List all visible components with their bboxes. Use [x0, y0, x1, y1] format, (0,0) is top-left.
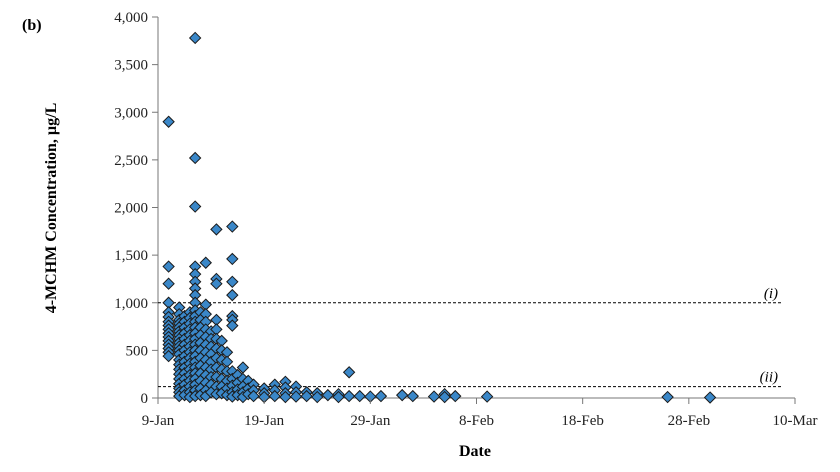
- reference-lines: (i) (ii): [158, 286, 783, 388]
- x-tick-label: 19-Jan: [244, 413, 284, 429]
- y-axis-ticks: 0 500 1,000 1,500 2,000 2,500 3,000 3,500 4,000: [114, 10, 158, 407]
- data-markers: [162, 31, 717, 404]
- data-point: [342, 389, 356, 403]
- data-point: [226, 220, 239, 233]
- data-point: [449, 389, 462, 403]
- x-tick-label: 8-Feb: [459, 413, 494, 429]
- data-point: [162, 349, 175, 363]
- data-point: [406, 389, 420, 403]
- x-axis-ticks: 9-Jan 19-Jan 29-Jan 8-Feb 18-Feb 28-Feb 10-Mar: [142, 398, 818, 429]
- data-point: [395, 388, 409, 402]
- data-point: [210, 277, 223, 290]
- data-point: [226, 252, 239, 266]
- data-point: [247, 389, 260, 403]
- data-point: [342, 366, 356, 379]
- data-point: [289, 390, 303, 403]
- reference-line-label-2: (ii): [760, 370, 778, 386]
- panel-label: (b): [22, 17, 42, 34]
- data-point: [226, 319, 239, 332]
- data-point: [279, 390, 292, 404]
- y-axis-title: 4-MCHM Concentration, µg/L: [43, 103, 60, 314]
- y-tick-label: 3,500: [114, 58, 148, 74]
- x-axis-title: Date: [459, 443, 491, 460]
- data-point: [438, 390, 451, 404]
- data-point: [427, 390, 441, 403]
- y-tick-label: 0: [141, 391, 149, 407]
- data-point: [188, 200, 202, 213]
- y-tick-label: 2,000: [114, 201, 148, 217]
- data-point: [332, 390, 345, 404]
- x-tick-label: 10-Mar: [773, 413, 818, 429]
- data-point: [226, 275, 239, 289]
- x-tick-label: 9-Jan: [142, 413, 175, 429]
- data-point: [661, 390, 674, 404]
- data-point: [480, 390, 494, 403]
- data-point: [199, 256, 212, 269]
- x-tick-label: 28-Feb: [668, 413, 711, 429]
- x-tick-label: 29-Jan: [350, 413, 390, 429]
- data-point: [162, 115, 175, 128]
- data-point: [162, 277, 175, 290]
- data-point: [321, 388, 335, 402]
- data-point: [703, 391, 717, 404]
- y-tick-label: 4,000: [114, 10, 148, 26]
- data-point: [188, 31, 202, 45]
- data-point: [311, 390, 324, 404]
- y-tick-label: 1,000: [114, 296, 148, 312]
- data-point: [268, 389, 281, 403]
- y-tick-label: 3,000: [114, 105, 148, 121]
- y-tick-label: 1,500: [114, 248, 148, 264]
- data-point: [226, 288, 239, 302]
- data-point: [210, 223, 223, 236]
- x-tick-label: 18-Feb: [561, 413, 604, 429]
- plot-area: [157, 17, 795, 399]
- data-point: [374, 389, 388, 403]
- data-point: [300, 389, 313, 403]
- y-tick-label: 2,500: [114, 153, 148, 169]
- reference-line-label-1: (i): [764, 286, 778, 302]
- data-point: [353, 389, 366, 403]
- data-point: [188, 151, 202, 165]
- data-point: [162, 260, 175, 273]
- y-tick-label: 500: [126, 343, 149, 359]
